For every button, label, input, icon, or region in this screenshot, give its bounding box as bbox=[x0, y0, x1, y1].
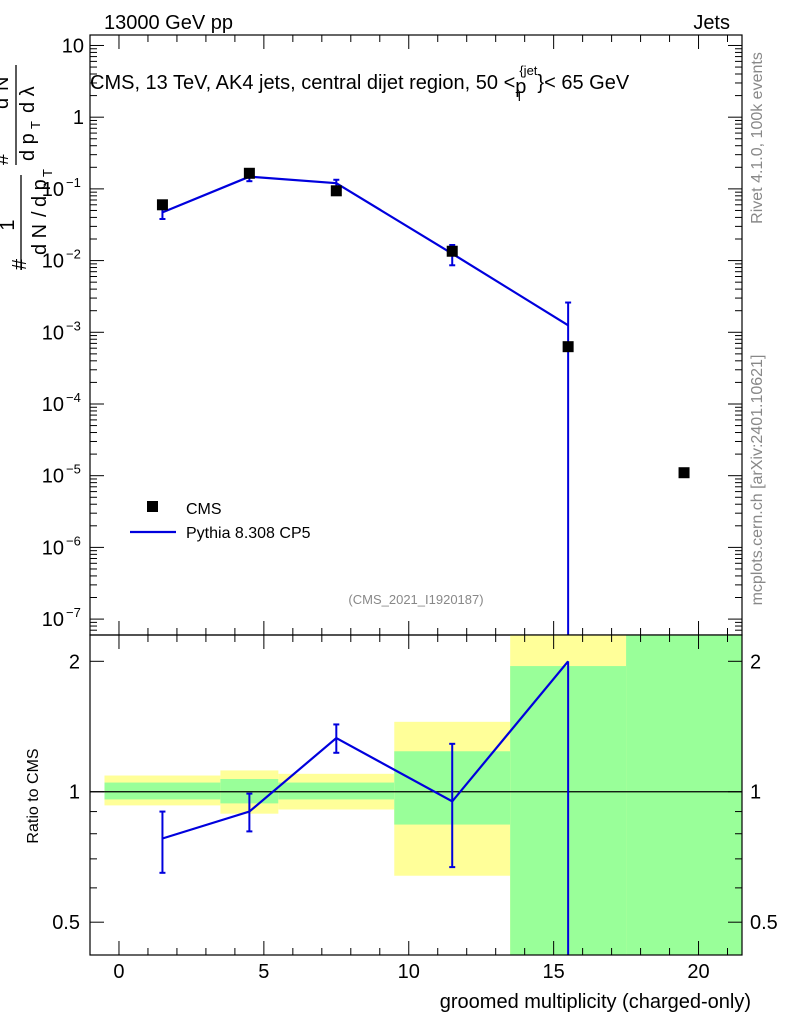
ylabel-t2: T bbox=[28, 121, 43, 129]
ylabel-t: T bbox=[40, 169, 55, 177]
ratio-y-tick-label-left: 1 bbox=[69, 782, 80, 804]
ratio-y-tick-labels: 0.5 0.5 1 1 2 2 bbox=[52, 651, 778, 934]
y-tick-label: 10 bbox=[62, 35, 84, 57]
y-tick-label: 1 bbox=[73, 107, 84, 129]
ratio-series bbox=[159, 660, 570, 955]
ratio-plot-frame bbox=[89, 634, 743, 956]
legend-cms-label: CMS bbox=[186, 501, 222, 518]
y-tick-label-exponent: −1 bbox=[66, 175, 81, 190]
ylabel-hash-left: # bbox=[9, 258, 31, 270]
title-p: p bbox=[515, 76, 526, 98]
x-tick-label: 15 bbox=[543, 961, 565, 983]
title-main: CMS, 13 TeV, AK4 jets, central dijet reg… bbox=[90, 72, 515, 94]
ratio-y-tick-label-right: 2 bbox=[750, 651, 761, 673]
x-tick-label: 10 bbox=[398, 961, 420, 983]
y-tick-label: 10 bbox=[42, 322, 64, 344]
cms-data-point bbox=[562, 341, 574, 353]
ratio-mc-line bbox=[162, 660, 569, 840]
ratio-y-tick-label-left: 2 bbox=[69, 651, 80, 673]
ylabel-slash: / bbox=[29, 211, 51, 217]
x-axis-label: groomed multiplicity (charged-only) bbox=[440, 991, 751, 1013]
y-tick-label-exponent: −5 bbox=[66, 462, 81, 477]
y-tick-label-exponent: −6 bbox=[66, 533, 81, 548]
ylabel-dp2: d p bbox=[17, 133, 39, 161]
header-left: 13000 GeV pp bbox=[104, 12, 233, 34]
side-label-site: mcplots.cern.ch [arXiv:2401.10621] bbox=[749, 355, 766, 606]
ratio-band-inner bbox=[626, 635, 742, 955]
legend-cms-marker bbox=[147, 501, 158, 512]
mc-line bbox=[162, 175, 569, 327]
ylabel-hash-mid: # bbox=[0, 153, 13, 165]
main-plot-frame bbox=[89, 34, 743, 636]
analysis-watermark: (CMS_2021_I1920187) bbox=[348, 592, 483, 607]
ratio-band-inner bbox=[104, 782, 221, 800]
ylabel-d2: d bbox=[0, 98, 13, 109]
y-tick-label-exponent: −7 bbox=[66, 605, 81, 620]
y-tick-label-exponent: −4 bbox=[66, 390, 81, 405]
y-tick-label: 10 bbox=[42, 251, 64, 273]
ratio-band-inner bbox=[278, 782, 395, 800]
ylabel-dlambda: d λ bbox=[17, 86, 39, 113]
ratio-bands bbox=[90, 635, 742, 955]
y-tick-label-exponent: −2 bbox=[66, 247, 81, 262]
title-sub: T bbox=[515, 89, 523, 104]
cms-data-point bbox=[678, 467, 690, 479]
x-tick-label: 5 bbox=[258, 961, 269, 983]
legend-mc-label: Pythia 8.308 CP5 bbox=[186, 525, 311, 542]
x-tick-label: 0 bbox=[113, 961, 124, 983]
main-y-axis-label: # 1 d N / d p T # d 2 N d p T d λ bbox=[0, 65, 55, 270]
ratio-y-tick-label-left: 0.5 bbox=[52, 912, 80, 934]
ylabel-two: 2 bbox=[0, 91, 1, 98]
y-tick-label: 10 bbox=[42, 609, 64, 631]
ylabel-one: 1 bbox=[0, 219, 19, 230]
y-tick-label: 10 bbox=[42, 394, 64, 416]
ratio-y-tick-label-right: 0.5 bbox=[750, 912, 778, 934]
y-tick-label: 10 bbox=[42, 466, 64, 488]
chart-title: CMS, 13 TeV, AK4 jets, central dijet reg… bbox=[90, 63, 630, 104]
y-tick-label: 10 bbox=[42, 179, 64, 201]
x-tick-labels: 0 5 10 15 20 bbox=[113, 961, 709, 983]
cms-data-point bbox=[446, 245, 458, 257]
title-sup: {jet bbox=[519, 63, 537, 78]
main-series bbox=[156, 167, 690, 635]
ylabel-dp: d p bbox=[29, 179, 51, 207]
ylabel-n: N bbox=[0, 77, 13, 91]
y-tick-label: 10 bbox=[42, 537, 64, 559]
legend: CMS Pythia 8.308 CP5 bbox=[130, 501, 311, 542]
cms-data-point bbox=[243, 167, 255, 179]
ylabel-dn: d N bbox=[29, 224, 51, 255]
y-tick-label-exponent: −3 bbox=[66, 318, 81, 333]
ratio-tick-marks bbox=[89, 635, 742, 955]
cms-data-point bbox=[156, 199, 168, 211]
ratio-y-axis-label: Ratio to CMS bbox=[25, 748, 42, 843]
x-tick-label: 20 bbox=[687, 961, 709, 983]
main-tick-marks bbox=[89, 35, 742, 636]
ratio-y-tick-label-right: 1 bbox=[750, 782, 761, 804]
cms-data-point bbox=[330, 185, 342, 197]
header-right: Jets bbox=[693, 12, 730, 34]
side-label-version: Rivet 4.1.0, 100k events bbox=[749, 52, 766, 224]
ratio-plot: 0.5 0.5 1 1 2 2 0 5 10 15 20 bbox=[52, 634, 778, 983]
title-close: }< 65 GeV bbox=[537, 72, 629, 94]
